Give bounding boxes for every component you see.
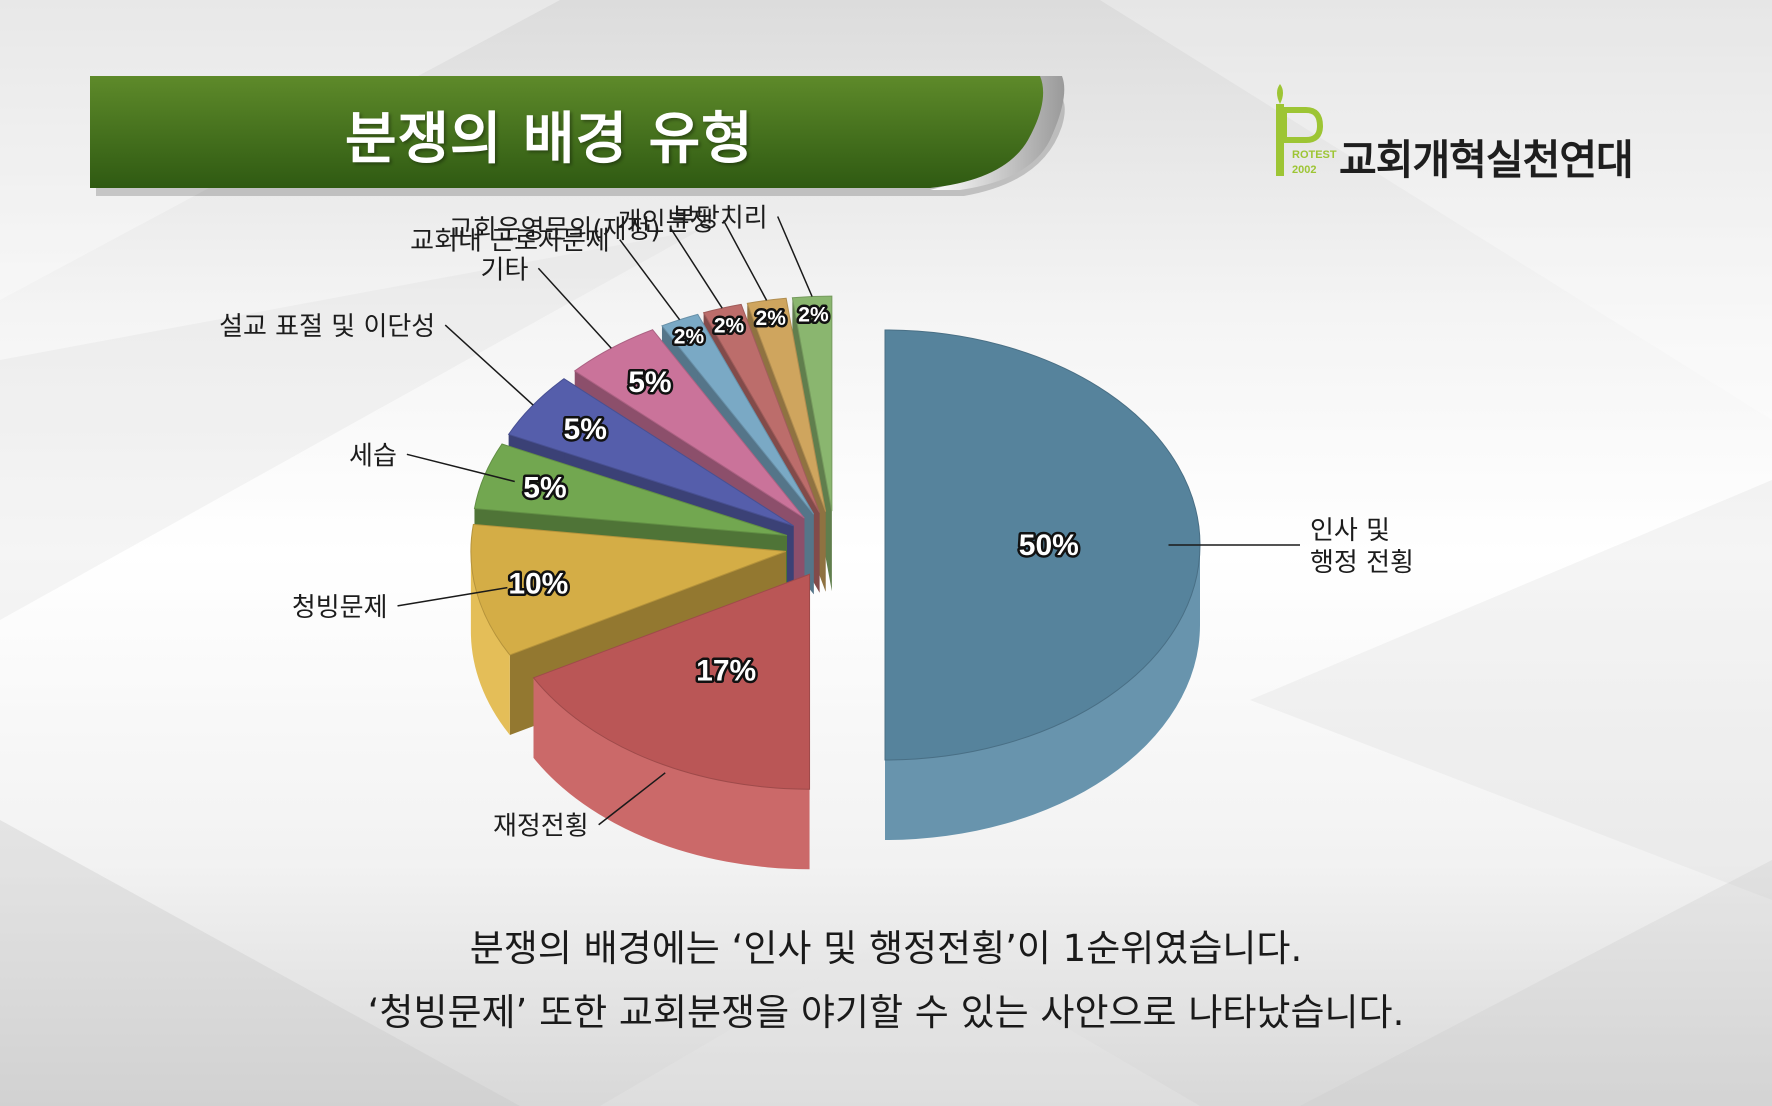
slice-value-label: 10% <box>508 568 568 601</box>
leader-line <box>776 216 813 297</box>
value-labels: 50%17%10%5%5%5%2% 2% 2% 2% <box>506 301 1081 690</box>
slice-value-label: 2% <box>714 315 745 338</box>
slice-value-label: 2% <box>756 307 787 330</box>
caption-line-2: ‘청빙문제’ 또한 교회분쟁을 야기할 수 있는 사안으로 나타났습니다. <box>367 991 1405 1034</box>
slice-value-label: 2% <box>674 325 705 348</box>
svg-text:ROTEST: ROTEST <box>1292 149 1337 161</box>
slice-value-label: 2% <box>798 304 829 327</box>
leader-line <box>406 453 515 483</box>
organization-name: 교회개혁실천연대 <box>1339 136 1634 184</box>
slice-value-label: 5% <box>564 413 607 446</box>
slice-value-label: 5% <box>523 472 566 505</box>
slice-category-label: 인사 및 <box>1310 516 1390 546</box>
leader-line <box>537 267 612 349</box>
pie-slice <box>532 573 811 870</box>
title-banner <box>90 76 1065 196</box>
leader-line <box>669 227 723 309</box>
slice-category-label: 세습 <box>349 441 397 471</box>
slice-category-label: 부당치리 <box>672 203 768 233</box>
slice-category-label: 설교 표절 및 이단성 <box>219 312 435 342</box>
slice-value-label: 50% <box>1019 529 1079 562</box>
leader-line <box>444 324 534 406</box>
leader-line <box>598 772 666 826</box>
leader-line <box>722 220 768 301</box>
protest-2002-logo: ROTEST 2002 <box>1276 84 1337 176</box>
slice-category-label: 교회운영문의(재정) <box>449 215 661 245</box>
slice-category-label: 기타 <box>481 255 529 285</box>
slice-category-label: 청빙문제 <box>292 593 388 623</box>
page-title: 분쟁의 배경 유형 <box>345 107 754 172</box>
leader-line <box>397 586 508 607</box>
slice-category-label: 개인분쟁 <box>618 207 714 237</box>
slice-category-label: 교회내 근로자문제 <box>410 227 610 257</box>
slice-value-label: 5% <box>628 366 671 399</box>
pie-slices <box>470 295 1201 870</box>
slice-value-label: 17% <box>696 654 756 687</box>
leader-line <box>619 239 681 321</box>
slice-category-label: 재정전횡 <box>493 812 589 842</box>
pie-slice <box>884 329 1201 840</box>
caption-line-1: 분쟁의 배경에는 ‘인사 및 행정전횡’이 1순위였습니다. <box>469 927 1303 970</box>
slice-category-label: 행정 전횡 <box>1310 548 1414 578</box>
svg-text:2002: 2002 <box>1292 164 1316 176</box>
